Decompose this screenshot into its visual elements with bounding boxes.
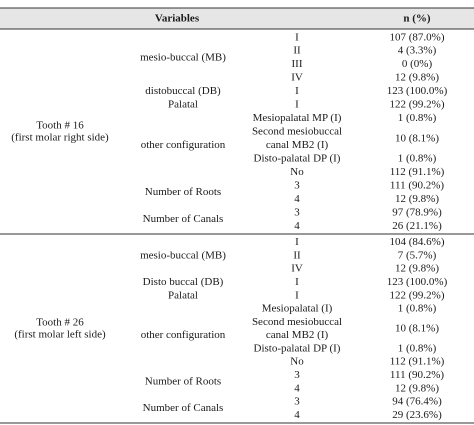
subtype-cell: Mesiopalatal MP (I) (253, 112, 342, 124)
count-cell: 112 (91.1%) (390, 356, 445, 368)
tooth-cell: Tooth # 26 (36, 317, 84, 329)
count-cell: 94 (76.4%) (392, 396, 442, 408)
count-cell: 111 (90.2%) (390, 369, 445, 381)
count-cell: 1 (0.8%) (398, 152, 437, 164)
count-cell: 12 (9.8%) (395, 263, 439, 275)
subtype-cell: I (295, 236, 299, 248)
subtype-cell: IV (291, 72, 303, 84)
count-cell: 123 (100.0%) (387, 85, 448, 97)
subtype-cell: III (292, 58, 303, 70)
count-cell: 12 (9.8%) (395, 72, 439, 84)
subtype-cell: No (290, 356, 304, 368)
subtype-cell: 3 (294, 396, 300, 408)
variable-cell: mesio-buccal (MB) (140, 249, 226, 261)
subtype-cell: Disto-palatal DP (I) (254, 152, 341, 164)
count-cell: 122 (99.2%) (390, 289, 445, 301)
variable-cell: distobuccal (DB) (145, 85, 221, 97)
variable-cell: Disto buccal (DB) (143, 276, 224, 288)
count-cell: 12 (9.8%) (395, 193, 439, 205)
count-cell: 10 (8.1%) (395, 132, 439, 144)
subtype-cell: I (295, 289, 299, 301)
count-cell: 1 (0.8%) (398, 303, 437, 315)
header-background (0, 8, 474, 29)
count-cell: 107 (87.0%) (390, 31, 445, 43)
count-cell: 123 (100.0%) (387, 276, 448, 288)
subtype-cell: I (295, 99, 299, 111)
variable-cell: mesio-buccal (MB) (140, 51, 226, 63)
subtype-cell: II (293, 249, 301, 261)
variable-cell: Number of Canals (143, 213, 224, 225)
count-cell: 29 (23.6%) (392, 409, 442, 421)
count-cell: 122 (99.2%) (390, 99, 445, 111)
header-cell: n (%) (403, 13, 431, 25)
count-cell: 97 (78.9%) (392, 206, 442, 218)
variable-cell: other configuration (141, 139, 226, 151)
subtype-cell: II (293, 45, 301, 57)
subtype-cell: canal MB2 (I) (266, 139, 329, 151)
tooth-cell: (first molar left side) (14, 329, 106, 341)
count-cell: 112 (91.1%) (390, 166, 445, 178)
subtype-cell: IV (291, 263, 303, 275)
count-cell: 1 (0.8%) (398, 342, 437, 354)
count-cell: 0 (0%) (402, 58, 433, 70)
subtype-cell: No (290, 166, 304, 178)
subtype-cell: 3 (294, 206, 300, 218)
subtype-cell: I (295, 276, 299, 288)
tooth-cell: (first molar right side) (11, 132, 109, 144)
subtype-cell: Second mesiobuccal (252, 126, 342, 138)
count-cell: 111 (90.2%) (390, 179, 445, 191)
subtype-cell: Disto-palatal DP (I) (254, 342, 341, 354)
subtype-cell: 4 (294, 382, 300, 394)
subtype-cell: I (295, 85, 299, 97)
header-cell: Variables (155, 13, 200, 25)
subtype-cell: Mesiopalatal (I) (262, 303, 333, 315)
subtype-cell: Second mesiobuccal (252, 316, 342, 328)
subtype-cell: I (295, 31, 299, 43)
variable-cell: other configuration (141, 329, 226, 341)
variable-cell: Number of Roots (145, 186, 221, 198)
subtype-cell: 4 (294, 409, 300, 421)
tooth-cell: Tooth # 16 (36, 120, 84, 132)
subtype-cell: 3 (294, 369, 300, 381)
variable-cell: Palatal (168, 99, 198, 111)
subtype-cell: canal MB2 (I) (266, 329, 329, 341)
variable-cell: Palatal (168, 289, 198, 301)
count-cell: 12 (9.8%) (395, 382, 439, 394)
count-cell: 1 (0.8%) (398, 112, 437, 124)
subtype-cell: 4 (294, 193, 300, 205)
subtype-cell: 3 (294, 179, 300, 191)
count-cell: 4 (3.3%) (398, 45, 437, 57)
variable-cell: Number of Canals (143, 402, 224, 414)
count-cell: 26 (21.1%) (392, 220, 442, 232)
count-cell: 104 (84.6%) (390, 236, 445, 248)
variable-cell: Number of Roots (145, 376, 221, 388)
subtype-cell: 4 (294, 220, 300, 232)
count-cell: 10 (8.1%) (395, 323, 439, 335)
count-cell: 7 (5.7%) (398, 249, 437, 261)
